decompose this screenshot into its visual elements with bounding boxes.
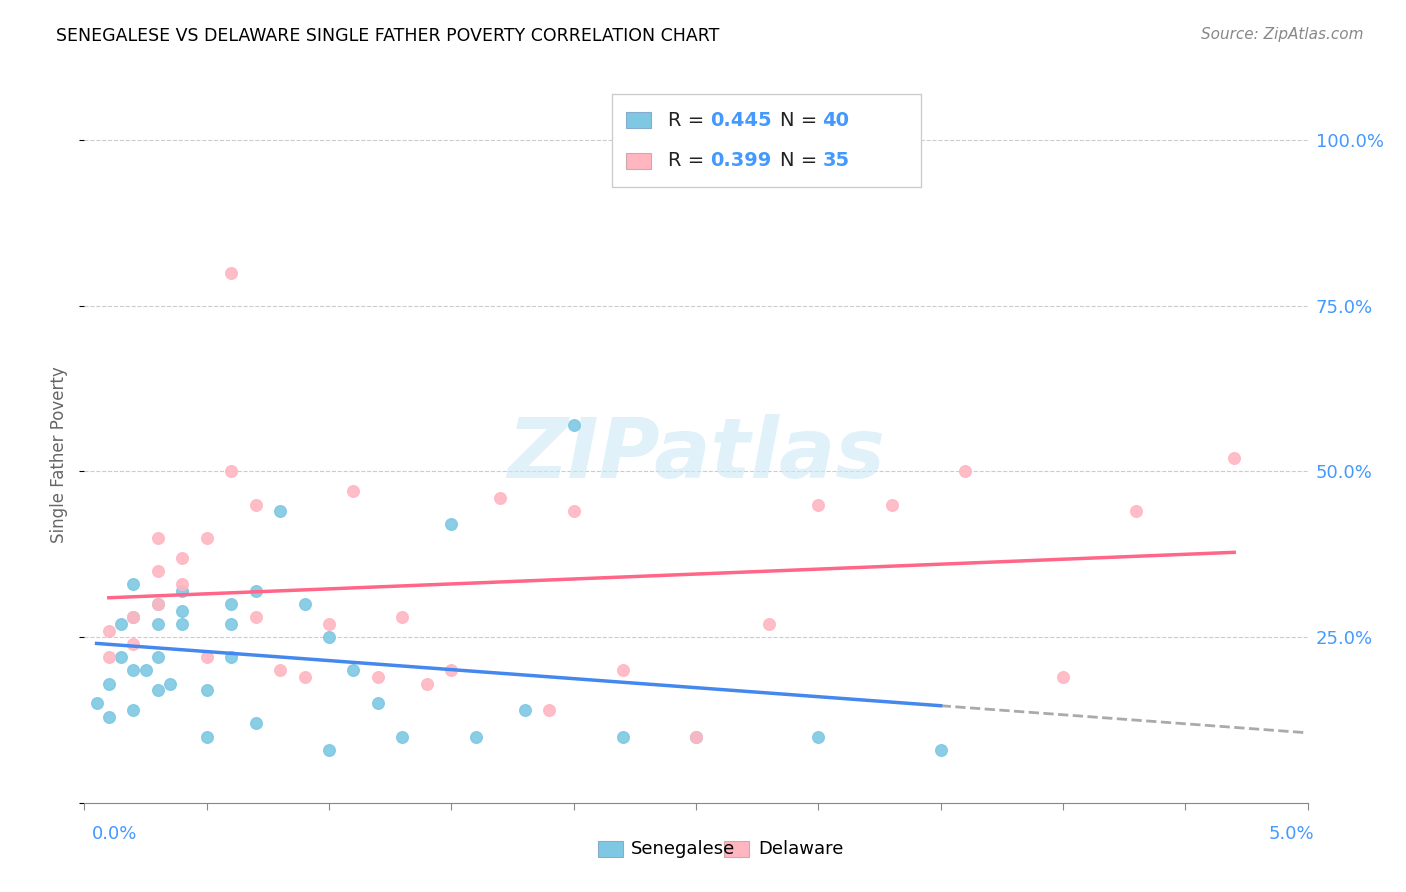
Point bbox=[146, 531, 169, 545]
Text: R =: R = bbox=[668, 151, 710, 170]
Point bbox=[807, 498, 830, 512]
Point bbox=[195, 683, 218, 698]
Text: 0.0%: 0.0% bbox=[91, 825, 136, 843]
Point bbox=[146, 650, 169, 665]
Point bbox=[367, 670, 389, 684]
Point bbox=[146, 564, 169, 578]
Point bbox=[440, 517, 463, 532]
Point bbox=[685, 730, 707, 744]
Point bbox=[391, 610, 413, 624]
Text: ZIPatlas: ZIPatlas bbox=[508, 415, 884, 495]
Point bbox=[294, 670, 316, 684]
Text: 0.399: 0.399 bbox=[710, 151, 772, 170]
Point bbox=[685, 730, 707, 744]
Text: Delaware: Delaware bbox=[758, 840, 844, 858]
Point bbox=[122, 610, 145, 624]
Point bbox=[122, 577, 145, 591]
Text: Senegalese: Senegalese bbox=[631, 840, 735, 858]
Point bbox=[1052, 670, 1074, 684]
Point bbox=[110, 616, 132, 631]
Point bbox=[342, 484, 364, 499]
Point bbox=[391, 730, 413, 744]
Point bbox=[929, 743, 952, 757]
Point bbox=[245, 610, 267, 624]
Point bbox=[195, 650, 218, 665]
Point bbox=[880, 498, 903, 512]
Point bbox=[172, 616, 194, 631]
Point bbox=[110, 650, 132, 665]
Point bbox=[562, 504, 585, 518]
Point bbox=[1125, 504, 1147, 518]
Point bbox=[219, 465, 242, 479]
Point bbox=[294, 597, 316, 611]
Point bbox=[172, 604, 194, 618]
Point bbox=[464, 730, 486, 744]
Y-axis label: Single Father Poverty: Single Father Poverty bbox=[51, 367, 69, 543]
Text: 35: 35 bbox=[823, 151, 849, 170]
Point bbox=[195, 730, 218, 744]
Text: SENEGALESE VS DELAWARE SINGLE FATHER POVERTY CORRELATION CHART: SENEGALESE VS DELAWARE SINGLE FATHER POV… bbox=[56, 27, 720, 45]
Point bbox=[172, 583, 194, 598]
Point bbox=[612, 730, 634, 744]
Point bbox=[122, 637, 145, 651]
Text: 40: 40 bbox=[823, 111, 849, 130]
Point bbox=[172, 577, 194, 591]
Point bbox=[245, 498, 267, 512]
Point bbox=[318, 616, 340, 631]
Point bbox=[172, 550, 194, 565]
Point bbox=[97, 624, 120, 638]
Point bbox=[219, 650, 242, 665]
Point bbox=[367, 697, 389, 711]
Point bbox=[97, 650, 120, 665]
Point bbox=[318, 630, 340, 644]
Point bbox=[416, 676, 439, 690]
Text: N =: N = bbox=[780, 151, 824, 170]
Point bbox=[245, 716, 267, 731]
Text: 5.0%: 5.0% bbox=[1270, 825, 1315, 843]
Point bbox=[159, 676, 181, 690]
Text: N =: N = bbox=[780, 111, 824, 130]
Point bbox=[122, 610, 145, 624]
Point bbox=[122, 663, 145, 677]
Point bbox=[1223, 451, 1246, 466]
Point bbox=[612, 663, 634, 677]
Point bbox=[538, 703, 561, 717]
Point bbox=[758, 616, 780, 631]
Point bbox=[146, 683, 169, 698]
Point bbox=[97, 676, 120, 690]
Point bbox=[146, 597, 169, 611]
Point bbox=[245, 583, 267, 598]
Text: Source: ZipAtlas.com: Source: ZipAtlas.com bbox=[1201, 27, 1364, 42]
Point bbox=[513, 703, 536, 717]
Point bbox=[440, 663, 463, 677]
Point bbox=[489, 491, 512, 505]
Point bbox=[269, 504, 291, 518]
Text: 0.445: 0.445 bbox=[710, 111, 772, 130]
Point bbox=[86, 697, 108, 711]
Point bbox=[219, 616, 242, 631]
Point bbox=[135, 663, 157, 677]
Point bbox=[953, 465, 976, 479]
Text: R =: R = bbox=[668, 111, 710, 130]
Point bbox=[122, 703, 145, 717]
Point bbox=[269, 663, 291, 677]
Point bbox=[97, 709, 120, 723]
Point bbox=[562, 418, 585, 433]
Point bbox=[807, 730, 830, 744]
Point bbox=[219, 597, 242, 611]
Point bbox=[146, 597, 169, 611]
Point bbox=[195, 531, 218, 545]
Point bbox=[342, 663, 364, 677]
Point bbox=[146, 616, 169, 631]
Point bbox=[219, 266, 242, 280]
Point bbox=[318, 743, 340, 757]
